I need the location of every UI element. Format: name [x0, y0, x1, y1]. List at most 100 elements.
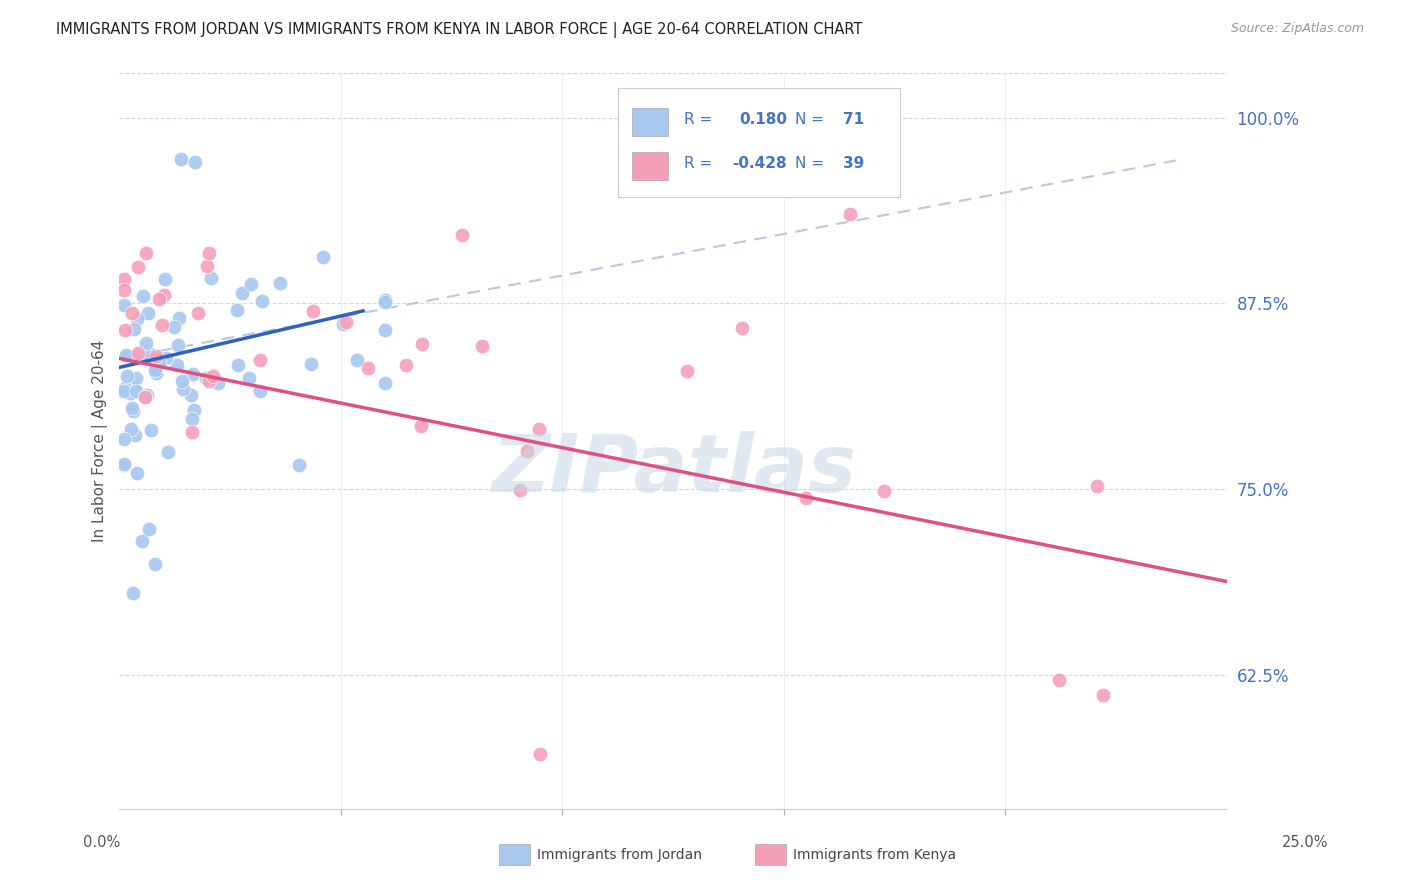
- Point: [794, 491, 817, 505]
- Point: [138, 349, 160, 363]
- Point: [180, 388, 202, 402]
- Point: [1085, 479, 1108, 493]
- Point: [135, 245, 157, 260]
- Point: [676, 364, 699, 378]
- Point: [121, 401, 143, 416]
- Point: [200, 271, 222, 285]
- FancyBboxPatch shape: [633, 108, 668, 136]
- Point: [127, 312, 149, 326]
- FancyBboxPatch shape: [617, 87, 900, 196]
- Point: [1091, 688, 1114, 702]
- Point: [166, 358, 188, 372]
- Text: IMMIGRANTS FROM JORDAN VS IMMIGRANTS FROM KENYA IN LABOR FORCE | AGE 20-64 CORRE: IMMIGRANTS FROM JORDAN VS IMMIGRANTS FRO…: [56, 22, 863, 38]
- Point: [202, 368, 225, 383]
- Point: [127, 260, 149, 275]
- Point: [181, 367, 204, 381]
- Point: [228, 358, 250, 372]
- Point: [125, 384, 148, 398]
- Text: 25.0%: 25.0%: [1281, 836, 1329, 850]
- Point: [121, 306, 143, 320]
- Text: N =: N =: [794, 156, 824, 171]
- Point: [1047, 673, 1070, 687]
- Point: [249, 352, 271, 367]
- Text: -0.428: -0.428: [733, 156, 786, 171]
- Point: [145, 349, 167, 363]
- Point: [249, 384, 271, 398]
- Point: [112, 283, 135, 297]
- Point: [357, 360, 380, 375]
- Point: [238, 371, 260, 385]
- Point: [186, 306, 208, 320]
- Point: [112, 384, 135, 398]
- Point: [112, 458, 135, 472]
- Point: [240, 277, 263, 291]
- Point: [872, 483, 894, 498]
- Text: Immigrants from Jordan: Immigrants from Jordan: [537, 847, 702, 862]
- Point: [112, 458, 135, 472]
- Point: [122, 379, 145, 393]
- Point: [131, 534, 153, 549]
- Point: [312, 250, 335, 264]
- Point: [181, 425, 204, 440]
- Text: 0.180: 0.180: [740, 112, 787, 127]
- Point: [181, 412, 204, 426]
- Point: [195, 371, 218, 385]
- Point: [471, 339, 494, 353]
- Point: [409, 419, 432, 434]
- Point: [127, 346, 149, 360]
- Point: [134, 391, 156, 405]
- Point: [156, 445, 179, 459]
- Point: [172, 382, 194, 396]
- Point: [124, 371, 146, 385]
- Point: [114, 381, 136, 395]
- Point: [155, 351, 177, 365]
- Text: N =: N =: [794, 112, 824, 127]
- Point: [139, 423, 162, 437]
- Text: 0.0%: 0.0%: [83, 836, 120, 850]
- Point: [527, 422, 550, 436]
- Point: [112, 298, 135, 312]
- Y-axis label: In Labor Force | Age 20-64: In Labor Force | Age 20-64: [93, 340, 108, 542]
- Point: [250, 294, 273, 309]
- Point: [117, 349, 139, 363]
- Text: ZIPatlas: ZIPatlas: [491, 432, 856, 509]
- Point: [374, 293, 396, 307]
- Point: [134, 390, 156, 404]
- Point: [112, 432, 135, 446]
- Point: [231, 285, 253, 300]
- Point: [374, 376, 396, 390]
- Point: [395, 358, 418, 372]
- Point: [335, 315, 357, 329]
- Point: [118, 385, 141, 400]
- Point: [143, 557, 166, 571]
- Point: [114, 323, 136, 337]
- Text: Source: ZipAtlas.com: Source: ZipAtlas.com: [1230, 22, 1364, 36]
- Point: [114, 348, 136, 362]
- Point: [170, 152, 193, 166]
- Point: [120, 422, 142, 436]
- Text: R =: R =: [685, 112, 713, 127]
- Point: [183, 403, 205, 417]
- Point: [269, 276, 291, 290]
- Point: [299, 357, 322, 371]
- Text: 39: 39: [842, 156, 863, 171]
- Point: [374, 323, 396, 337]
- Point: [148, 356, 170, 370]
- Point: [195, 260, 218, 274]
- Point: [132, 289, 155, 303]
- Point: [145, 367, 167, 381]
- Point: [163, 319, 186, 334]
- Point: [124, 428, 146, 442]
- Point: [136, 388, 159, 402]
- Point: [516, 443, 538, 458]
- Point: [346, 352, 368, 367]
- Point: [138, 306, 160, 320]
- Point: [121, 586, 143, 600]
- Point: [731, 321, 754, 335]
- Point: [127, 348, 149, 362]
- Point: [529, 747, 551, 761]
- Point: [122, 404, 145, 418]
- Point: [509, 483, 531, 497]
- FancyBboxPatch shape: [633, 152, 668, 179]
- Point: [152, 288, 174, 302]
